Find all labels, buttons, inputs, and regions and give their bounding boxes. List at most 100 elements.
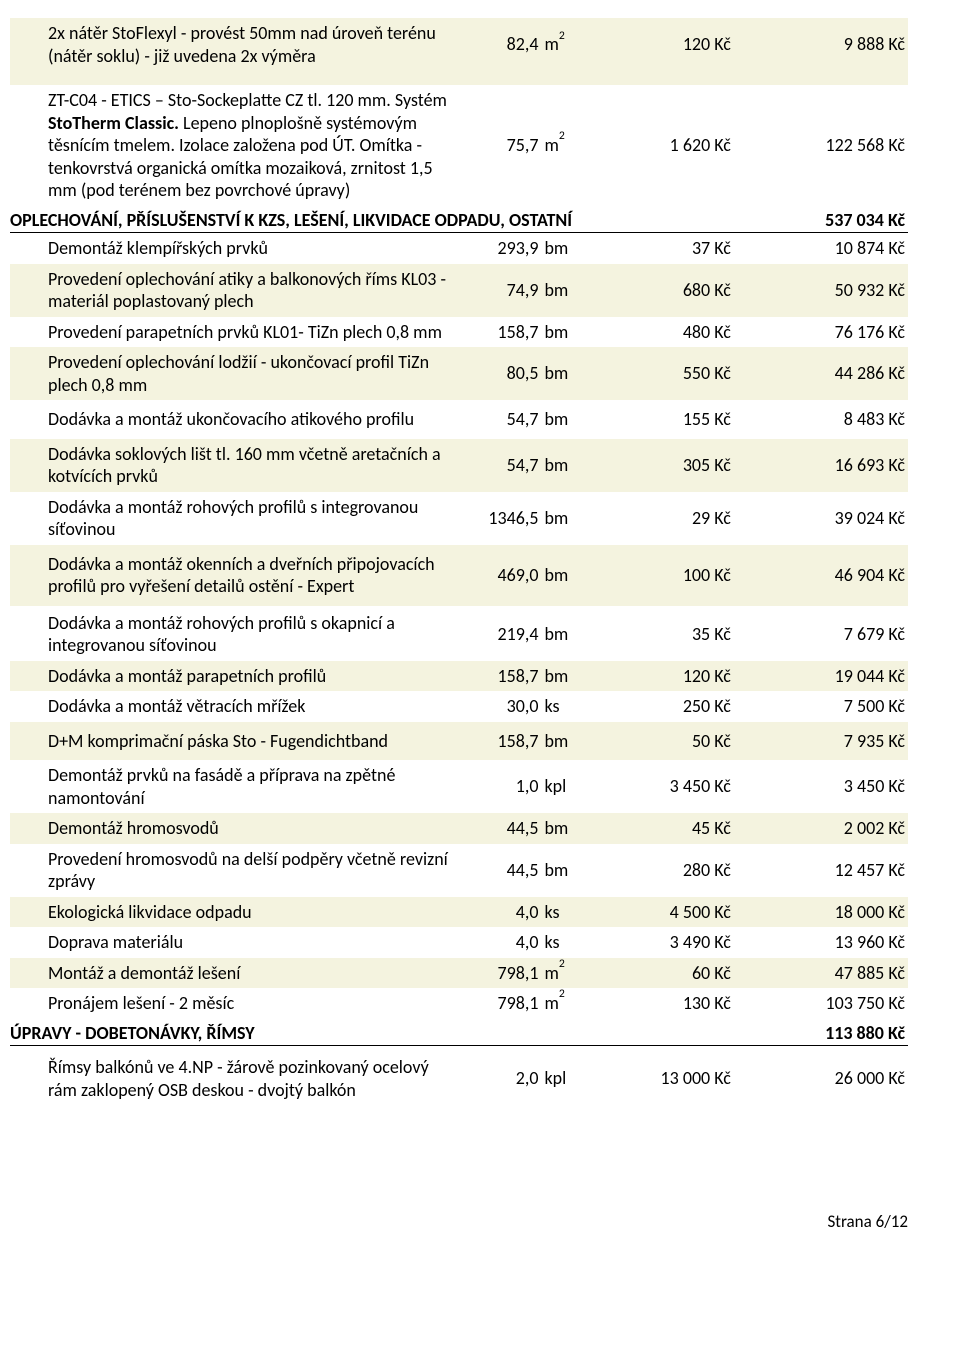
cell-total: 7 935 Kč <box>734 722 908 761</box>
cell-unit: bm <box>541 264 596 317</box>
cell-unit: m2 <box>541 958 596 989</box>
table-row: Montáž a demontáž lešení798,1m260 Kč47 8… <box>10 958 908 989</box>
cell-total: 16 693 Kč <box>734 439 908 492</box>
cell-qty: 30,0 <box>459 691 541 722</box>
cell-desc: Provedení oplechování atiky a balkonovýc… <box>10 264 459 317</box>
cell-qty: 4,0 <box>459 897 541 928</box>
cell-unit: bm <box>541 844 596 897</box>
cell-price: 155 Kč <box>596 400 733 439</box>
table-row: Provedení oplechování lodžií - ukončovac… <box>10 347 908 400</box>
table-row: Římsy balkónů ve 4.NP - žárově pozinkova… <box>10 1046 908 1112</box>
cell-desc: Dodávka a montáž parapetních profilů <box>10 661 459 692</box>
cell-desc: ZT-C04 - ETICS – Sto-Sockeplatte CZ tl. … <box>10 85 459 206</box>
cell-desc: Dodávka a montáž rohových profilů s inte… <box>10 492 459 545</box>
cell-total: 122 568 Kč <box>734 85 908 206</box>
cell-desc: Demontáž hromosvodů <box>10 813 459 844</box>
cell-total: 47 885 Kč <box>734 958 908 989</box>
cell-desc: Provedení hromosvodů na delší podpěry vč… <box>10 844 459 897</box>
table-row: Dodávka a montáž okenních a dveřních při… <box>10 545 908 606</box>
cell-qty: 80,5 <box>459 347 541 400</box>
cell-unit: bm <box>541 233 596 264</box>
cell-unit: bm <box>541 722 596 761</box>
section-total: 113 880 Kč <box>734 1019 908 1046</box>
cell-unit: kpl <box>541 1046 596 1112</box>
cell-unit: bm <box>541 661 596 692</box>
section-header: ÚPRAVY - DOBETONÁVKY, ŘÍMSY113 880 Kč <box>10 1019 908 1046</box>
cell-unit: m2 <box>541 85 596 206</box>
table-row: Provedení parapetních prvků KL01- TiZn p… <box>10 317 908 348</box>
cell-price: 3 450 Kč <box>596 760 733 813</box>
cell-price: 305 Kč <box>596 439 733 492</box>
cell-qty: 75,7 <box>459 85 541 206</box>
cell-unit: m2 <box>541 988 596 1019</box>
cell-price: 4 500 Kč <box>596 897 733 928</box>
cell-price: 37 Kč <box>596 233 733 264</box>
cell-total: 26 000 Kč <box>734 1046 908 1112</box>
table-row: Doprava materiálu4,0ks3 490 Kč13 960 Kč <box>10 927 908 958</box>
cell-unit: bm <box>541 439 596 492</box>
section-title: ÚPRAVY - DOBETONÁVKY, ŘÍMSY <box>10 1019 734 1046</box>
cell-qty: 4,0 <box>459 927 541 958</box>
table-row: D+M komprimační páska Sto - Fugendichtba… <box>10 722 908 761</box>
cell-unit: ks <box>541 897 596 928</box>
table-row: Provedení oplechování atiky a balkonovýc… <box>10 264 908 317</box>
page-footer: Strana 6/12 <box>0 1141 960 1252</box>
cell-total: 10 874 Kč <box>734 233 908 264</box>
cell-total: 7 500 Kč <box>734 691 908 722</box>
cell-desc: Dodávka a montáž větracích mřížek <box>10 691 459 722</box>
cell-total: 39 024 Kč <box>734 492 908 545</box>
cell-qty: 158,7 <box>459 317 541 348</box>
cell-price: 120 Kč <box>596 661 733 692</box>
cell-unit: kpl <box>541 760 596 813</box>
section-total: 537 034 Kč <box>734 206 908 233</box>
table-row: Demontáž prvků na fasádě a příprava na z… <box>10 760 908 813</box>
cell-unit: ks <box>541 691 596 722</box>
cell-qty: 798,1 <box>459 958 541 989</box>
cell-total: 103 750 Kč <box>734 988 908 1019</box>
table-row: Ekologická likvidace odpadu4,0ks4 500 Kč… <box>10 897 908 928</box>
section-title: OPLECHOVÁNÍ, PŘÍSLUŠENSTVÍ K KZS, LEŠENÍ… <box>10 206 734 233</box>
cell-price: 50 Kč <box>596 722 733 761</box>
cell-desc: Dodávka a montáž rohových profilů s okap… <box>10 606 459 661</box>
cell-qty: 158,7 <box>459 661 541 692</box>
cell-unit: ks <box>541 927 596 958</box>
table-row: 2x nátěr StoFlexyl - provést 50mm nad úr… <box>10 18 908 85</box>
cell-desc: Demontáž prvků na fasádě a příprava na z… <box>10 760 459 813</box>
cell-total: 7 679 Kč <box>734 606 908 661</box>
cell-total: 13 960 Kč <box>734 927 908 958</box>
cell-desc: Pronájem lešení - 2 měsíc <box>10 988 459 1019</box>
cell-qty: 2,0 <box>459 1046 541 1112</box>
cell-total: 9 888 Kč <box>734 18 908 85</box>
cell-desc: Římsy balkónů ve 4.NP - žárově pozinkova… <box>10 1046 459 1112</box>
cell-total: 76 176 Kč <box>734 317 908 348</box>
table-row: Provedení hromosvodů na delší podpěry vč… <box>10 844 908 897</box>
cost-table: 2x nátěr StoFlexyl - provést 50mm nad úr… <box>10 18 908 1111</box>
cell-qty: 44,5 <box>459 844 541 897</box>
cell-total: 12 457 Kč <box>734 844 908 897</box>
cell-qty: 469,0 <box>459 545 541 606</box>
cell-desc: Provedení oplechování lodžií - ukončovac… <box>10 347 459 400</box>
cell-price: 280 Kč <box>596 844 733 897</box>
cell-price: 29 Kč <box>596 492 733 545</box>
cell-desc: Demontáž klempířských prvků <box>10 233 459 264</box>
cell-desc: Doprava materiálu <box>10 927 459 958</box>
cell-unit: bm <box>541 347 596 400</box>
cell-price: 120 Kč <box>596 18 733 85</box>
table-row: Dodávka a montáž ukončovacího atikového … <box>10 400 908 439</box>
cell-desc: Dodávka a montáž ukončovacího atikového … <box>10 400 459 439</box>
table-row: Dodávka a montáž větracích mřížek30,0ks2… <box>10 691 908 722</box>
cell-qty: 54,7 <box>459 400 541 439</box>
cell-price: 550 Kč <box>596 347 733 400</box>
cell-qty: 219,4 <box>459 606 541 661</box>
cell-qty: 1,0 <box>459 760 541 813</box>
cell-price: 13 000 Kč <box>596 1046 733 1112</box>
table-row: Dodávka a montáž parapetních profilů158,… <box>10 661 908 692</box>
cell-price: 100 Kč <box>596 545 733 606</box>
table-row: Pronájem lešení - 2 měsíc798,1m2130 Kč10… <box>10 988 908 1019</box>
cell-total: 44 286 Kč <box>734 347 908 400</box>
table-row: Dodávka a montáž rohových profilů s inte… <box>10 492 908 545</box>
cell-price: 130 Kč <box>596 988 733 1019</box>
cell-price: 35 Kč <box>596 606 733 661</box>
cell-total: 2 002 Kč <box>734 813 908 844</box>
cell-total: 3 450 Kč <box>734 760 908 813</box>
